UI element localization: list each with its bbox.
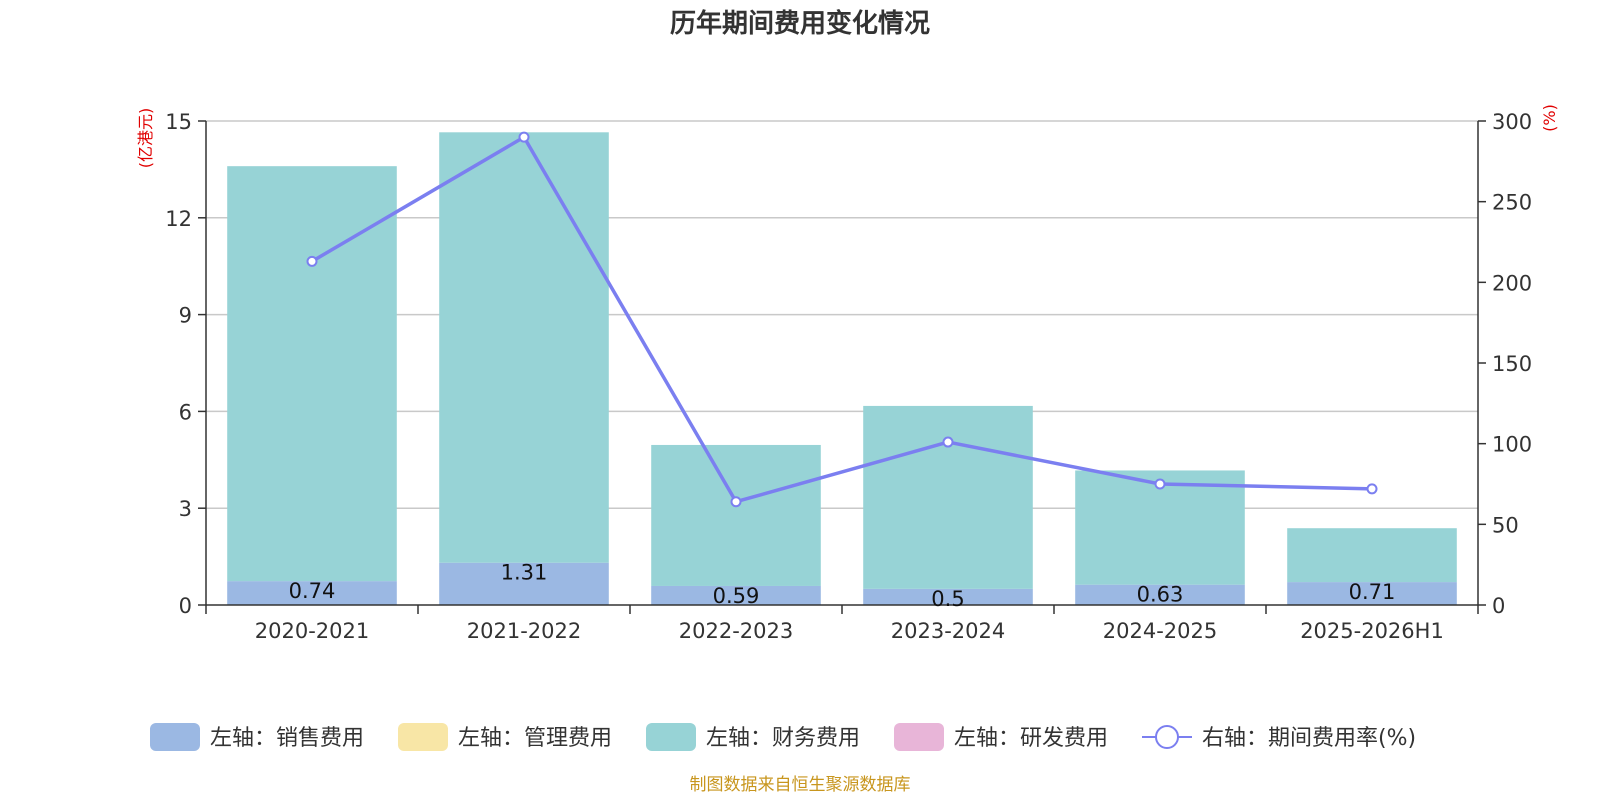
legend: 左轴：销售费用 左轴：管理费用 左轴：财务费用 左轴：研发费用 右轴：期间费用率(%) bbox=[150, 723, 1416, 751]
legend-item-admin[interactable]: 左轴：管理费用 bbox=[398, 723, 612, 751]
sales-data-label: 1.31 bbox=[501, 561, 548, 585]
legend-item-rd[interactable]: 左轴：研发费用 bbox=[894, 723, 1108, 751]
left-axis-tick-label: 3 bbox=[179, 497, 192, 521]
x-axis-tick-label: 2023-2024 bbox=[891, 619, 1005, 643]
bar-sales bbox=[1075, 584, 1245, 605]
sales-data-label: 0.5 bbox=[931, 587, 964, 611]
bar-finance bbox=[651, 444, 821, 586]
bar-finance bbox=[227, 166, 397, 582]
x-axis-tick-label: 2025-2026H1 bbox=[1300, 619, 1444, 643]
bar-sales bbox=[651, 585, 821, 605]
rate-point bbox=[942, 436, 954, 448]
legend-item-sales[interactable]: 左轴：销售费用 bbox=[150, 723, 364, 751]
right-axis-tick-label: 100 bbox=[1492, 433, 1532, 457]
right-axis-tick-label: 150 bbox=[1492, 352, 1532, 376]
right-axis-tick-label: 300 bbox=[1492, 110, 1532, 134]
legend-swatch-rd bbox=[894, 723, 944, 751]
right-axis-tick-label: 200 bbox=[1492, 271, 1532, 295]
bars bbox=[227, 132, 1457, 605]
legend-label: 右轴：期间费用率(%) bbox=[1202, 726, 1416, 751]
sales-data-label: 0.71 bbox=[1349, 580, 1396, 604]
sales-data-label: 0.74 bbox=[289, 579, 336, 603]
legend-label: 左轴：财务费用 bbox=[706, 726, 860, 751]
x-axis-tick-label: 2022-2023 bbox=[679, 619, 793, 643]
rate-point bbox=[1154, 478, 1166, 490]
source-note: 制图数据来自恒生聚源数据库 bbox=[690, 775, 911, 795]
legend-label: 左轴：销售费用 bbox=[210, 726, 364, 751]
x-axis-tick-label: 2021-2022 bbox=[467, 619, 581, 643]
legend-swatch-finance bbox=[646, 723, 696, 751]
rate-point bbox=[306, 255, 318, 267]
legend-item-finance[interactable]: 左轴：财务费用 bbox=[646, 723, 860, 751]
legend-swatch-admin bbox=[398, 723, 448, 751]
right-axis-tick-label: 50 bbox=[1492, 513, 1519, 537]
left-axis-tick-label: 0 bbox=[179, 594, 192, 618]
right-axis-tick-label: 0 bbox=[1492, 594, 1505, 618]
legend-item-rate[interactable]: 右轴：期间费用率(%) bbox=[1142, 725, 1416, 751]
rate-line bbox=[306, 131, 1378, 508]
sales-data-label: 0.63 bbox=[1137, 583, 1184, 607]
legend-marker-rate bbox=[1155, 725, 1179, 749]
bar-finance bbox=[439, 132, 609, 563]
left-axis-tick-label: 12 bbox=[165, 207, 192, 231]
bar-sales bbox=[227, 581, 397, 605]
x-axis-tick-label: 2024-2025 bbox=[1103, 619, 1217, 643]
legend-label: 左轴：研发费用 bbox=[954, 726, 1108, 751]
left-axis-unit: (亿港元) bbox=[136, 108, 155, 169]
gridlines bbox=[206, 120, 1478, 509]
left-axis-tick-label: 6 bbox=[179, 400, 192, 424]
rate-point bbox=[730, 496, 742, 508]
bar-sales bbox=[439, 562, 609, 605]
data-labels: 0.74 1.31 0.59 0.5 0.63 0.71 bbox=[289, 561, 1396, 611]
bar-sales bbox=[1287, 582, 1457, 605]
rate-line-path bbox=[311, 135, 1373, 504]
left-axis-tick-label: 15 bbox=[165, 110, 192, 134]
rate-point bbox=[518, 131, 530, 143]
legend-swatch-sales bbox=[150, 723, 200, 751]
rate-point bbox=[1366, 483, 1378, 495]
bar-sales bbox=[863, 588, 1033, 605]
x-axis-tick-label: 2020-2021 bbox=[255, 619, 369, 643]
left-axis-tick-label: 9 bbox=[179, 304, 192, 328]
right-axis-tick-label: 250 bbox=[1492, 191, 1532, 215]
bar-finance bbox=[863, 405, 1033, 589]
bar-finance bbox=[1287, 528, 1457, 583]
legend-label: 左轴：管理费用 bbox=[458, 726, 612, 751]
sales-data-label: 0.59 bbox=[713, 584, 760, 608]
chart-title: 历年期间费用变化情况 bbox=[670, 8, 930, 39]
right-axis-unit: (%) bbox=[1540, 104, 1559, 132]
